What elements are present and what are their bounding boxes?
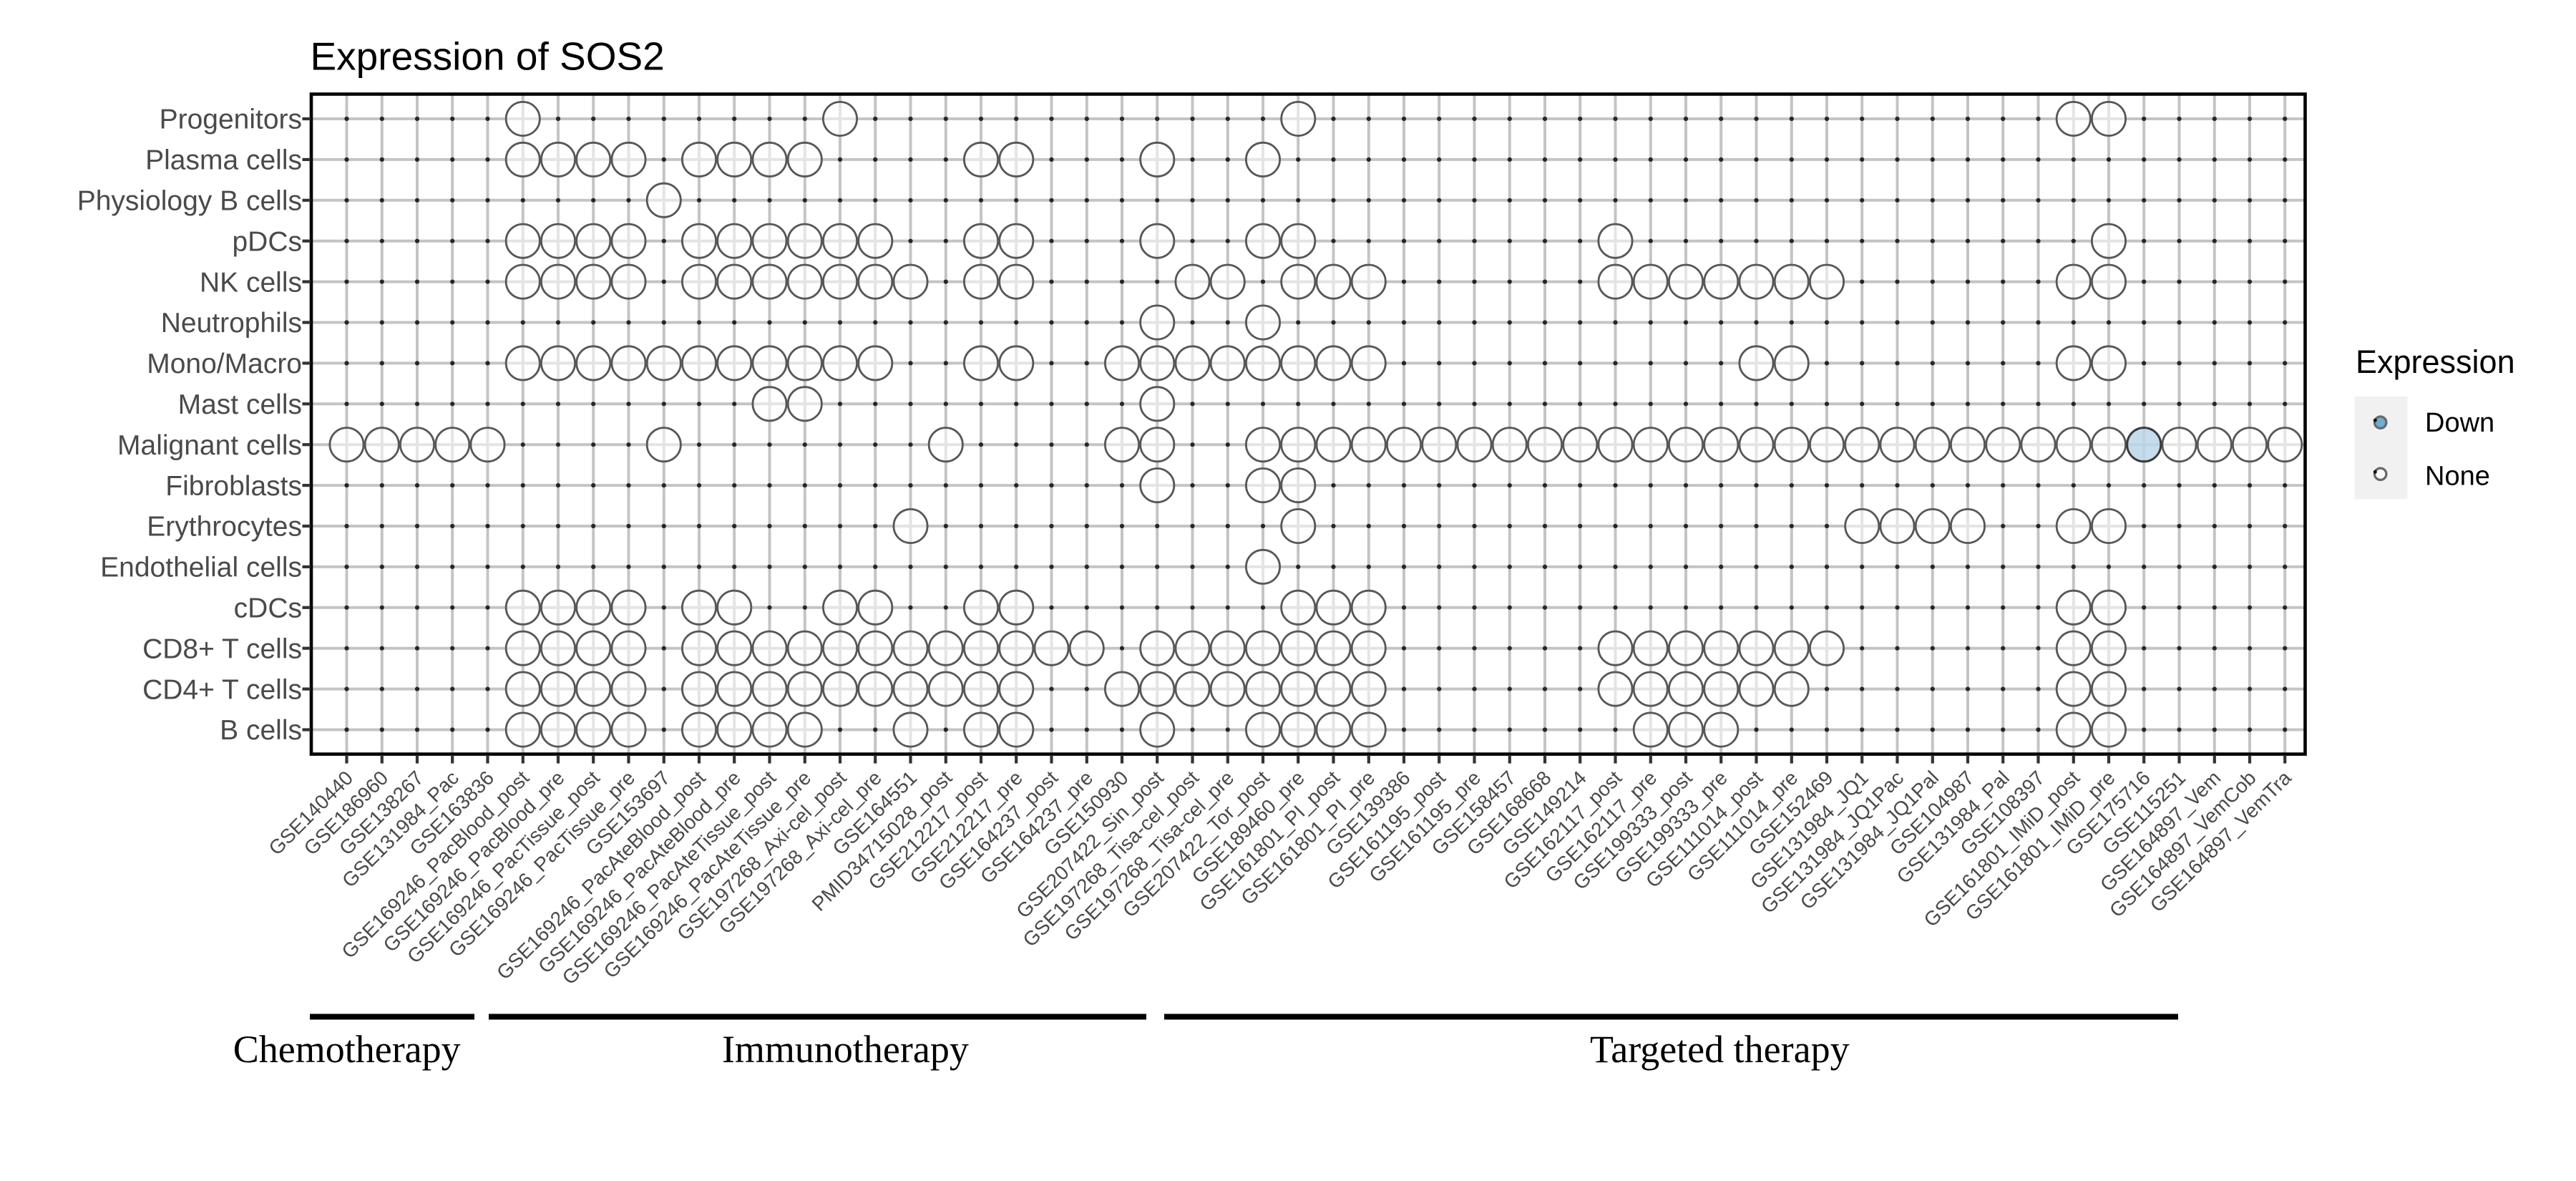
- svg-text:B cells: B cells: [220, 715, 302, 746]
- svg-text:pDCs: pDCs: [232, 226, 302, 257]
- svg-text:Expression of SOS2: Expression of SOS2: [311, 34, 665, 79]
- svg-text:cDCs: cDCs: [234, 593, 302, 623]
- svg-text:Fibroblasts: Fibroblasts: [165, 471, 302, 502]
- svg-text:Targeted therapy: Targeted therapy: [1590, 1028, 1850, 1071]
- svg-text:Neutrophils: Neutrophils: [161, 308, 302, 339]
- svg-text:Malignant cells: Malignant cells: [117, 430, 302, 461]
- svg-text:Immunotherapy: Immunotherapy: [722, 1028, 969, 1071]
- svg-text:Expression: Expression: [2356, 344, 2515, 380]
- svg-text:Chemotherapy: Chemotherapy: [233, 1028, 461, 1071]
- svg-text:Erythrocytes: Erythrocytes: [147, 512, 302, 543]
- svg-text:Mono/Macro: Mono/Macro: [147, 349, 302, 379]
- svg-text:Plasma cells: Plasma cells: [145, 145, 302, 176]
- svg-text:None: None: [2425, 462, 2490, 492]
- svg-text:Endothelial cells: Endothelial cells: [100, 553, 302, 583]
- svg-text:CD8+ T cells: CD8+ T cells: [142, 633, 302, 664]
- svg-text:Progenitors: Progenitors: [160, 105, 302, 135]
- svg-text:Mast cells: Mast cells: [178, 389, 302, 420]
- svg-text:CD4+ T cells: CD4+ T cells: [142, 674, 302, 705]
- svg-text:Down: Down: [2425, 408, 2494, 438]
- svg-text:NK cells: NK cells: [200, 267, 302, 298]
- svg-text:Physiology B cells: Physiology B cells: [77, 185, 302, 216]
